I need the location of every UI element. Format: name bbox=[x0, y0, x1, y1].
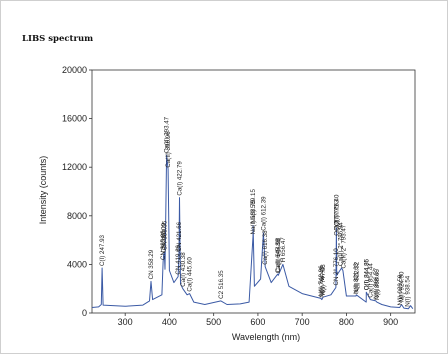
y-tick-label: 12000 bbox=[62, 162, 87, 172]
peak-label: N(I) 938.54 bbox=[405, 275, 412, 307]
spectrum-line bbox=[91, 154, 414, 310]
peak-label: H 656.47 bbox=[280, 237, 287, 263]
peak-label: N(I) 742.36 bbox=[318, 265, 325, 297]
x-tick-label: 600 bbox=[250, 317, 265, 327]
peak-label: N(I) 868.65 bbox=[374, 269, 381, 301]
peak-label: Na(I) 588.75 bbox=[250, 200, 257, 235]
peak-label: N(I) 822.32 bbox=[353, 261, 360, 293]
y-tick-label: 20000 bbox=[62, 65, 87, 75]
peak-label: O(I) 844.86 bbox=[363, 258, 370, 290]
x-tick-label: 400 bbox=[162, 317, 177, 327]
peak-label: Ca(II) 2° 793.47 bbox=[341, 224, 348, 268]
peak-label: Ca(I) 445.60 bbox=[187, 257, 194, 292]
peak-label: CN 419.66 bbox=[175, 244, 182, 274]
peak-label: Ca(I) 430.38 bbox=[180, 252, 187, 287]
peak-label: CN 421.66 bbox=[176, 221, 183, 251]
peak-label: Na(I) 589.15 bbox=[250, 189, 257, 224]
peak-label: Ca(II) 393.47 bbox=[164, 116, 171, 153]
peak-label: Ca(II) 396.96 bbox=[165, 131, 172, 168]
peak-label: N(I) 744.43 bbox=[319, 266, 326, 298]
y-tick-label: 4000 bbox=[67, 259, 87, 269]
y-tick-label: 16000 bbox=[62, 114, 87, 124]
peak-label: O(I) 777.75 bbox=[334, 204, 341, 236]
y-tick-label: 0 bbox=[82, 308, 87, 318]
peak-label: CN 388.05 bbox=[161, 220, 168, 250]
peak-label: O(I) 777.63 bbox=[334, 199, 341, 231]
x-tick-label: 300 bbox=[118, 317, 133, 327]
peak-label: Ca(I) 854.44 bbox=[368, 263, 375, 298]
peak-label: CN 387.00 bbox=[161, 223, 168, 253]
x-tick-label: 900 bbox=[383, 317, 398, 327]
peak-label: C2 516.35 bbox=[218, 270, 225, 299]
peak-label: CN 2° 776.10 bbox=[333, 248, 340, 286]
plot-area-border bbox=[91, 69, 416, 314]
peak-label: O(I) 844.85 bbox=[363, 258, 370, 290]
peak-label: Ca(I) 616.38 bbox=[262, 230, 269, 265]
peak-label: Ca(I) 644.98 bbox=[275, 237, 282, 272]
peak-label: CN 358.29 bbox=[148, 249, 155, 279]
y-tick-label: 8000 bbox=[67, 211, 87, 221]
x-tick-label: 500 bbox=[206, 317, 221, 327]
peak-label: N(I) 920.59 bbox=[397, 274, 404, 306]
x-axis-label: Wavelength (nm) bbox=[232, 332, 300, 342]
peak-label: Ca(I) 612.39 bbox=[260, 196, 267, 231]
peak-label: Ca(I) 645.88 bbox=[275, 238, 282, 273]
y-axis-label: Intensity (counts) bbox=[38, 156, 48, 225]
chart-title: LIBS spectrum bbox=[22, 34, 94, 44]
peak-label: N(I) 747.03 bbox=[320, 264, 327, 296]
series-layer bbox=[91, 154, 414, 310]
peak-label: Ca(I) 422.79 bbox=[177, 161, 184, 196]
peak-label: O(I) 777.40 bbox=[333, 194, 340, 226]
peak-label: Ca(II) 2° 786.94 bbox=[338, 222, 345, 266]
peak-label: C(I) 247.93 bbox=[99, 234, 106, 266]
peak-label: N(I) 821.63 bbox=[353, 262, 360, 294]
peak-label: CN 385.03 bbox=[160, 230, 167, 260]
peak-label: N(I) 866.57 bbox=[373, 267, 380, 299]
x-tick-label: 800 bbox=[339, 317, 354, 327]
axes: 300 400 500 600 700 800 900 0 4000 8000 12000 16000… bbox=[62, 65, 416, 327]
peak-label: N(I) 924.50 bbox=[399, 271, 406, 303]
x-tick-label: 700 bbox=[295, 317, 310, 327]
